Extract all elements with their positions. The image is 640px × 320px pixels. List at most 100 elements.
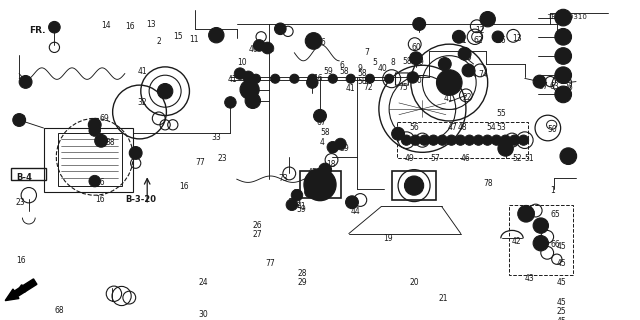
Circle shape: [234, 68, 246, 79]
Circle shape: [13, 114, 26, 126]
Text: 20: 20: [410, 278, 419, 287]
Text: 78: 78: [483, 179, 493, 188]
Circle shape: [407, 72, 419, 83]
Text: 26: 26: [253, 221, 262, 230]
Text: 79: 79: [525, 208, 534, 217]
Circle shape: [413, 18, 426, 30]
Text: 57: 57: [430, 154, 440, 163]
Text: 32: 32: [138, 98, 147, 107]
Text: 16: 16: [95, 178, 104, 187]
Circle shape: [480, 12, 495, 27]
Circle shape: [290, 74, 299, 83]
Text: 5: 5: [372, 58, 378, 67]
Circle shape: [555, 28, 572, 45]
Circle shape: [452, 30, 465, 43]
Text: 2: 2: [157, 37, 161, 46]
Circle shape: [555, 9, 572, 26]
Text: 74: 74: [479, 70, 488, 79]
Circle shape: [462, 64, 475, 77]
Text: 24: 24: [198, 278, 208, 287]
Text: 10: 10: [328, 146, 337, 155]
Circle shape: [428, 135, 438, 145]
Text: 30: 30: [198, 310, 208, 319]
Text: 58: 58: [402, 57, 412, 66]
Text: 59: 59: [296, 205, 306, 214]
Text: 58: 58: [320, 128, 330, 137]
Circle shape: [560, 148, 577, 164]
Text: 13: 13: [146, 20, 156, 29]
Text: 17: 17: [306, 189, 316, 198]
Text: 27: 27: [253, 230, 262, 239]
Text: 39: 39: [339, 144, 349, 153]
Text: 67: 67: [317, 118, 326, 127]
Circle shape: [319, 163, 332, 176]
Circle shape: [262, 42, 273, 54]
Text: 10: 10: [237, 58, 246, 67]
Text: 41: 41: [291, 189, 301, 198]
Text: 56: 56: [410, 123, 419, 132]
Text: 21: 21: [438, 294, 448, 303]
Text: 54: 54: [486, 123, 496, 132]
Circle shape: [404, 176, 424, 195]
Text: 45: 45: [557, 317, 566, 320]
Text: 76: 76: [317, 38, 326, 47]
Circle shape: [253, 40, 265, 51]
Text: 18: 18: [326, 160, 336, 169]
Text: 25: 25: [557, 307, 566, 316]
Circle shape: [129, 147, 142, 159]
Circle shape: [327, 141, 339, 153]
Text: 35: 35: [462, 53, 472, 62]
Text: 14: 14: [467, 70, 477, 79]
Text: 41: 41: [138, 67, 147, 76]
Circle shape: [225, 97, 236, 108]
Text: 8: 8: [390, 58, 395, 67]
Text: 46: 46: [461, 154, 470, 163]
Text: 45: 45: [557, 278, 566, 287]
Circle shape: [19, 76, 32, 88]
Text: 6: 6: [339, 61, 344, 70]
Bar: [397, 122, 528, 158]
Text: 1: 1: [550, 186, 555, 195]
Text: 41: 41: [227, 75, 237, 84]
Bar: [392, 171, 436, 200]
Circle shape: [346, 196, 358, 209]
Circle shape: [555, 48, 572, 64]
Text: 45: 45: [557, 298, 566, 307]
Text: 3: 3: [419, 19, 424, 28]
Text: 7: 7: [365, 48, 370, 57]
Circle shape: [410, 52, 422, 65]
Circle shape: [89, 175, 100, 187]
Text: 63: 63: [549, 82, 559, 91]
Text: 34: 34: [16, 115, 26, 124]
Bar: [11, 168, 46, 180]
Circle shape: [555, 67, 572, 84]
Circle shape: [559, 13, 568, 22]
Circle shape: [305, 33, 322, 49]
Text: 52: 52: [512, 154, 522, 163]
Circle shape: [559, 71, 568, 80]
Text: 29: 29: [298, 278, 307, 287]
Text: 64: 64: [563, 152, 573, 161]
Circle shape: [419, 135, 429, 145]
Bar: [300, 171, 341, 198]
Circle shape: [533, 218, 548, 233]
Circle shape: [271, 74, 280, 83]
Text: 37: 37: [539, 82, 548, 91]
Bar: [44, 128, 133, 192]
Text: 77: 77: [195, 158, 205, 167]
Circle shape: [314, 109, 326, 122]
Text: FR.: FR.: [29, 26, 45, 35]
Text: 68: 68: [54, 306, 64, 315]
Text: 15: 15: [173, 32, 182, 41]
Bar: [58, 133, 122, 186]
Circle shape: [555, 86, 572, 103]
Circle shape: [328, 74, 337, 83]
Text: 59: 59: [323, 67, 333, 76]
Text: 40: 40: [266, 45, 275, 54]
Text: 16: 16: [179, 182, 189, 191]
Circle shape: [509, 135, 520, 145]
Text: 16: 16: [497, 36, 506, 45]
Text: 42: 42: [512, 237, 522, 246]
Text: 48: 48: [458, 123, 467, 132]
Text: 38: 38: [106, 138, 115, 147]
